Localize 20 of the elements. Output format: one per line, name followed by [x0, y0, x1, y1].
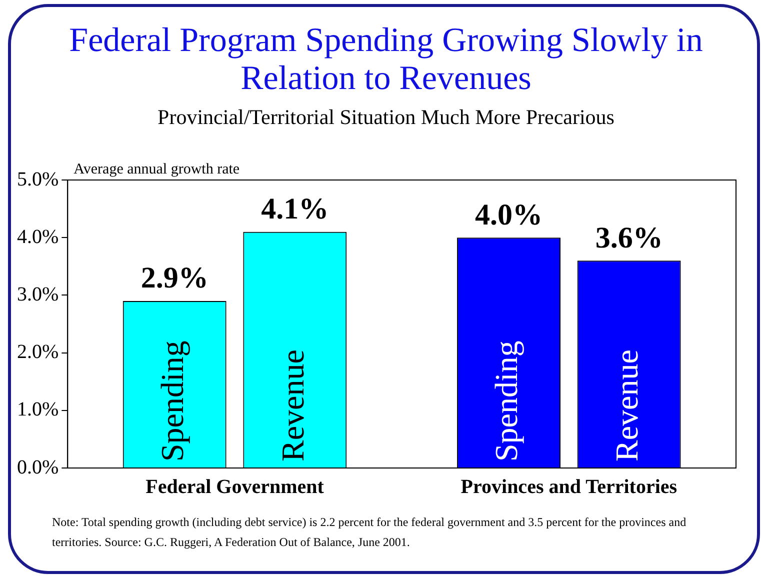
series-label: Revenue: [274, 350, 310, 462]
text: Spending: [488, 340, 524, 462]
data-label: 4.1%: [261, 192, 329, 226]
data-label: 3.6%: [595, 221, 663, 254]
text: Note: Total spending growth (including debt service) is 2.2 percent for the federal government and 3.5 percent for the provinces and territories. Source: G.C. Ruggeri, A Federation Out of Balance, June 2001.: [52, 514, 688, 551]
data-label: 2.9%: [140, 262, 208, 295]
data-label: 4.0%: [475, 198, 543, 232]
y-tick-label: 0.0%: [16, 456, 59, 478]
y-tick-label: 1.0%: [16, 398, 59, 421]
x-tick-label: Provinces and Territories: [460, 476, 678, 498]
y-tick-label: 3.0%: [16, 283, 59, 306]
y-tick-label: 4.0%: [16, 226, 59, 248]
series-label: Spending: [154, 340, 190, 462]
y-tick-label: 2.0%: [16, 341, 59, 364]
x-tick-label: Federal Government: [146, 476, 324, 498]
text: Revenue: [608, 350, 644, 462]
chart-title: Federal Program Spending Growing Slowly in Relation to Revenues: [68, 22, 704, 98]
y-axis-title: Average annual growth rate: [74, 161, 240, 178]
y-tick-label: 5.0%: [16, 168, 59, 190]
chart-subtitle: Provincial/Territorial Situation Much More Precarious: [156, 105, 616, 130]
